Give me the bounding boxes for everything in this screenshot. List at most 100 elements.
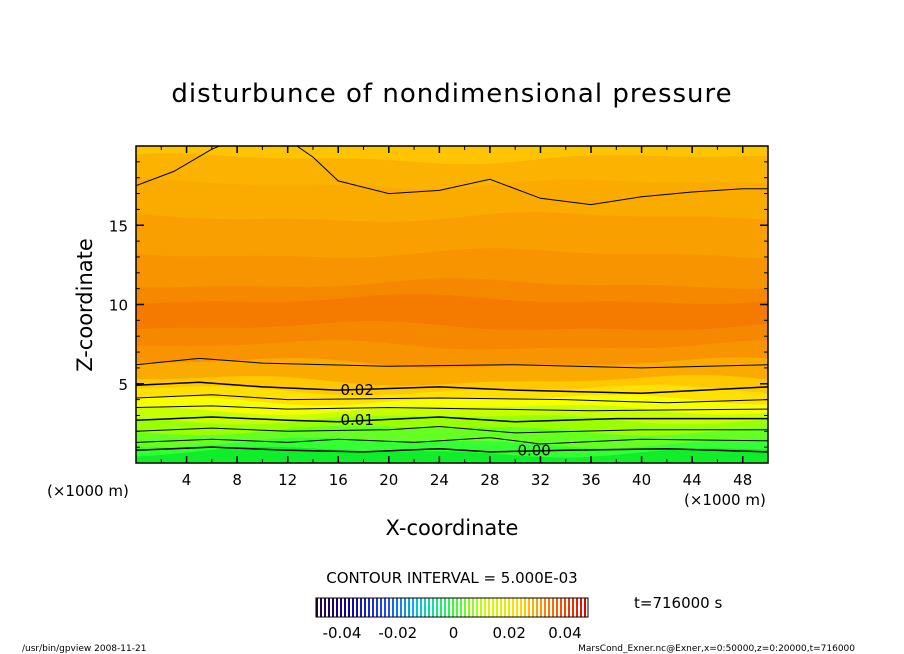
footer-left: /usr/bin/gpview 2008-11-21 bbox=[22, 644, 146, 654]
colorbar-cell bbox=[506, 598, 509, 617]
colorbar-cell bbox=[430, 598, 433, 617]
colorbar-cell bbox=[458, 598, 461, 617]
colorbar-cell bbox=[442, 598, 445, 617]
colorbar-tick-label: -0.04 bbox=[323, 624, 362, 642]
colorbar-cell bbox=[468, 598, 471, 617]
colorbar-cell bbox=[518, 598, 521, 617]
colorbar-cell bbox=[378, 598, 381, 617]
x-tick-label: 20 bbox=[379, 471, 398, 489]
x-tick-label: 36 bbox=[581, 471, 600, 489]
colorbar-cell bbox=[578, 598, 581, 617]
colorbar-cell bbox=[334, 598, 337, 617]
colorbar-cell bbox=[350, 598, 353, 617]
colorbar-cell bbox=[478, 598, 481, 617]
colorbar-tick-label: 0.04 bbox=[548, 624, 581, 642]
colorbar-cell bbox=[570, 598, 573, 617]
colorbar-cell bbox=[396, 598, 399, 617]
colorbar-cell bbox=[414, 598, 417, 617]
x-tick-label: 12 bbox=[278, 471, 297, 489]
x-axis-label: X-coordinate bbox=[386, 516, 519, 540]
colorbar-cell bbox=[388, 598, 391, 617]
colorbar-cell bbox=[358, 598, 361, 617]
colorbar-cell bbox=[322, 598, 325, 617]
colorbar-cell bbox=[416, 598, 419, 617]
contour-labels: 0.02 0.01 0.00 bbox=[340, 381, 550, 459]
colorbar-cell bbox=[564, 598, 567, 617]
colorbar-cell bbox=[558, 598, 561, 617]
x-unit-right: (×1000 m) bbox=[684, 491, 766, 509]
colorbar-cell bbox=[436, 598, 439, 617]
colorbar-cell bbox=[498, 598, 501, 617]
y-axis: 5 10 15 bbox=[109, 161, 768, 448]
colorbar-cell bbox=[512, 598, 515, 617]
colorbar-ticks: -0.04 -0.02 0 0.02 0.04 bbox=[323, 624, 582, 642]
colorbar-cell bbox=[534, 598, 537, 617]
chart-title: disturbunce of nondimensional pressure bbox=[171, 79, 732, 109]
colorbar-cell bbox=[398, 598, 401, 617]
colorbar-cell bbox=[456, 598, 459, 617]
contour-line bbox=[136, 437, 768, 445]
colorbar-cell bbox=[586, 598, 589, 617]
colorbar-cell bbox=[572, 598, 575, 617]
colorbar-cell bbox=[370, 598, 373, 617]
contour-line bbox=[136, 146, 768, 206]
x-tick-label: 40 bbox=[632, 471, 651, 489]
x-tick-label: 16 bbox=[329, 471, 348, 489]
colorbar-cell bbox=[546, 598, 549, 617]
colorbar-cell bbox=[336, 598, 339, 617]
contour-line bbox=[136, 446, 768, 453]
x-axis: 4 8 12 16 20 24 28 32 36 40 44 48 bbox=[160, 146, 752, 489]
colorbar-cell bbox=[446, 598, 449, 617]
colorbar-cell bbox=[490, 598, 493, 617]
colorbar-cell bbox=[508, 598, 511, 617]
colorbar-cell bbox=[390, 598, 393, 617]
colorbar-cell bbox=[488, 598, 491, 617]
colorbar-cell bbox=[568, 598, 571, 617]
colorbar-cell bbox=[574, 598, 577, 617]
colorbar-cell bbox=[566, 598, 569, 617]
colorbar-cell bbox=[328, 598, 331, 617]
colorbar-cell bbox=[548, 598, 551, 617]
colorbar-cell bbox=[412, 598, 415, 617]
colorbar-cell bbox=[408, 598, 411, 617]
colorbar-cell bbox=[576, 598, 579, 617]
footer-right: MarsCond_Exner.nc@Exner,x=0:50000,z=0:20… bbox=[578, 644, 855, 654]
colorbar-cell bbox=[426, 598, 429, 617]
colorbar-cell bbox=[550, 598, 553, 617]
colorbar-cell bbox=[418, 598, 421, 617]
contour-line bbox=[136, 394, 768, 404]
colorbar-cell bbox=[482, 598, 485, 617]
colorbar-cell bbox=[514, 598, 517, 617]
y-axis-label: Z-coordinate bbox=[73, 238, 97, 372]
x-tick-label: 4 bbox=[182, 471, 192, 489]
colorbar-cell bbox=[318, 598, 321, 617]
colorbar-cell bbox=[326, 598, 329, 617]
colorbar-cell bbox=[438, 598, 441, 617]
contour-interval: CONTOUR INTERVAL = 5.000E-03 bbox=[326, 569, 577, 587]
colorbar-cell bbox=[452, 598, 455, 617]
colorbar-cell bbox=[332, 598, 335, 617]
colorbar-cell bbox=[392, 598, 395, 617]
colorbar-cell bbox=[460, 598, 463, 617]
colorbar bbox=[316, 598, 589, 617]
colorbar-cell bbox=[530, 598, 533, 617]
colorbar-cell bbox=[406, 598, 409, 617]
colorbar-cell bbox=[320, 598, 323, 617]
colorbar-cell bbox=[376, 598, 379, 617]
colorbar-cell bbox=[526, 598, 529, 617]
colorbar-tick-label: -0.02 bbox=[378, 624, 417, 642]
colorbar-cell bbox=[554, 598, 557, 617]
colorbar-cell bbox=[522, 598, 525, 617]
x-tick-label: 48 bbox=[733, 471, 752, 489]
colorbar-cell bbox=[420, 598, 423, 617]
contour-lines bbox=[136, 146, 768, 453]
colorbar-cell bbox=[354, 598, 357, 617]
colorbar-cell bbox=[562, 598, 565, 617]
contour-label: 0.01 bbox=[340, 411, 373, 429]
colorbar-cell bbox=[580, 598, 583, 617]
x-tick-label: 8 bbox=[232, 471, 242, 489]
colorbar-cell bbox=[538, 598, 541, 617]
colorbar-cell bbox=[474, 598, 477, 617]
colorbar-cell bbox=[556, 598, 559, 617]
colorbar-cell bbox=[364, 598, 367, 617]
